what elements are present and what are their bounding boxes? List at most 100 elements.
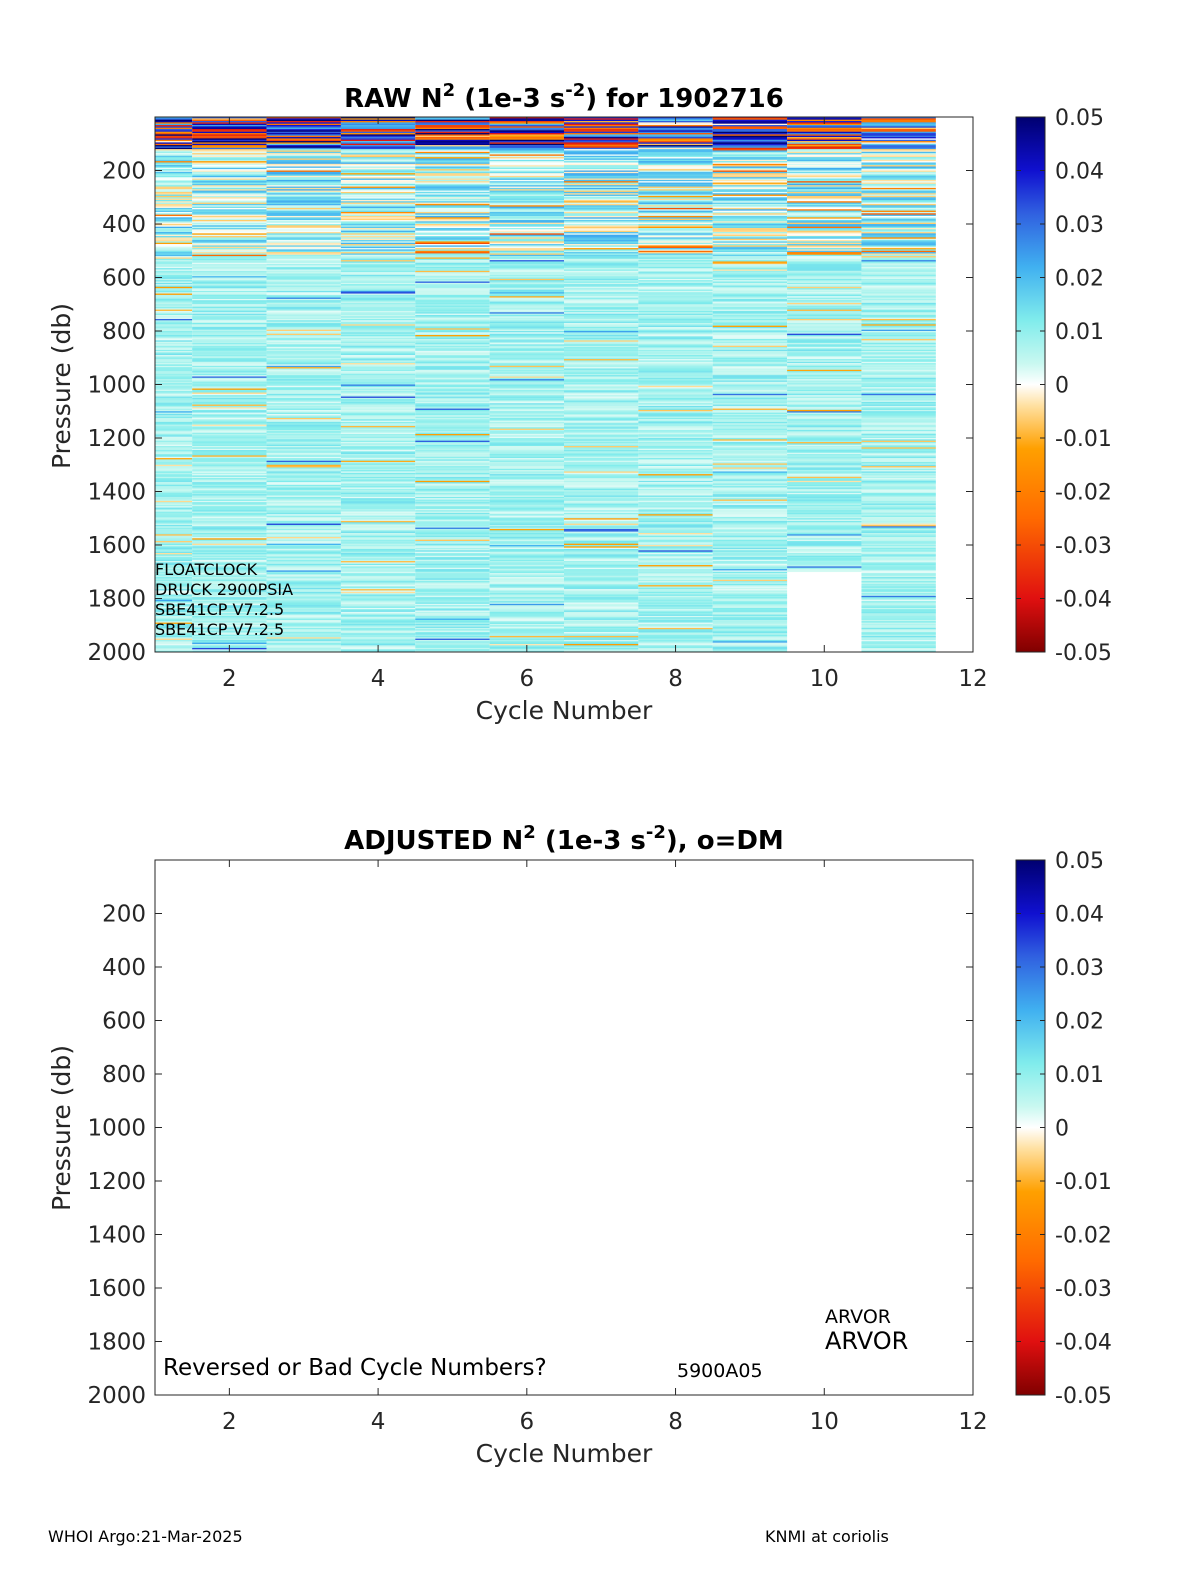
raw-heatmap-cell	[415, 372, 490, 375]
raw-heatmap-cell	[155, 281, 193, 284]
raw-heatmap-cell	[266, 413, 341, 416]
raw-heatmap-cell	[415, 329, 490, 332]
raw-heatmap-cell	[340, 360, 416, 363]
raw-heatmap-cell	[192, 241, 267, 244]
raw-heatmap-cell	[155, 138, 193, 141]
raw-heatmap-cell	[638, 139, 713, 142]
raw-y-tick-label: 2000	[87, 640, 146, 666]
raw-heatmap-cell	[712, 638, 788, 641]
raw-heatmap-cell	[712, 492, 788, 495]
raw-heatmap-cell	[415, 146, 490, 149]
raw-heatmap-cell	[340, 435, 416, 437]
raw-heatmap-cell	[489, 300, 564, 302]
raw-heatmap-cell	[340, 143, 416, 146]
raw-heatmap-cell	[266, 446, 341, 448]
raw-heatmap-cell	[489, 294, 564, 297]
raw-heatmap-cell	[266, 602, 341, 605]
raw-heatmap-cell	[861, 165, 936, 167]
raw-heatmap-cell	[638, 599, 713, 602]
raw-heatmap-cell	[192, 500, 267, 503]
raw-heatmap-cell	[489, 314, 564, 317]
raw-heatmap-cell	[564, 199, 639, 202]
raw-heatmap-cell	[787, 392, 862, 395]
raw-heatmap-cell	[340, 611, 416, 614]
raw-heatmap-cell	[340, 508, 416, 511]
raw-heatmap-cell	[638, 170, 713, 173]
raw-heatmap-cell	[564, 170, 639, 173]
raw-heatmap-cell	[266, 385, 341, 388]
raw-heatmap-cell	[787, 508, 862, 511]
raw-heatmap-cell	[712, 527, 788, 530]
raw-heatmap-cell	[638, 217, 713, 219]
raw-heatmap-cell	[340, 326, 416, 329]
raw-heatmap-cell	[564, 189, 639, 191]
raw-heatmap-cell	[861, 203, 936, 206]
raw-heatmap-cell	[712, 298, 788, 301]
raw-heatmap-cell	[415, 336, 490, 338]
raw-heatmap-cell	[564, 290, 639, 293]
raw-heatmap-cell	[415, 399, 490, 401]
raw-heatmap-cell	[638, 637, 713, 639]
raw-heatmap-cell	[192, 138, 267, 141]
raw-heatmap-cell	[489, 376, 564, 379]
raw-heatmap-cell	[489, 205, 564, 207]
raw-heatmap-cell	[192, 503, 267, 506]
raw-colorbar-tick-label: -0.03	[1055, 534, 1112, 559]
raw-heatmap-cell	[787, 490, 862, 492]
raw-heatmap-cell	[415, 413, 490, 416]
raw-heatmap-cell	[787, 491, 862, 494]
raw-heatmap-cell	[192, 210, 267, 213]
adjusted-colorbar-tick-label: -0.04	[1055, 1331, 1112, 1356]
raw-heatmap-cell	[489, 185, 564, 187]
raw-heatmap-cell	[415, 392, 490, 395]
raw-heatmap-cell	[712, 618, 788, 621]
raw-heatmap-cell	[155, 471, 193, 474]
raw-heatmap-cell	[489, 320, 564, 322]
raw-heatmap-cell	[155, 619, 193, 622]
raw-heatmap-cell	[415, 360, 490, 363]
raw-heatmap-cell	[638, 322, 713, 325]
raw-colorbar-tick-label: 0	[1055, 374, 1069, 399]
raw-heatmap-cell	[712, 631, 788, 634]
raw-heatmap-cell	[712, 393, 788, 396]
raw-heatmap-cell	[415, 591, 490, 594]
raw-heatmap-cell	[489, 189, 564, 191]
raw-heatmap-cell	[340, 305, 416, 308]
raw-heatmap-cell	[192, 261, 267, 264]
raw-heatmap-cell	[192, 523, 267, 526]
raw-heatmap-cell	[266, 282, 341, 285]
raw-heatmap-cell	[266, 335, 341, 337]
raw-heatmap-cell	[340, 573, 416, 575]
raw-heatmap-cell	[192, 463, 267, 466]
raw-heatmap-cell	[564, 474, 639, 476]
raw-heatmap-cell	[192, 472, 267, 475]
raw-heatmap-cell	[192, 258, 267, 261]
raw-heatmap-cell	[861, 138, 936, 141]
raw-heatmap-cell	[192, 433, 267, 436]
raw-heatmap-cell	[638, 444, 713, 447]
raw-heatmap-cell	[266, 367, 341, 369]
raw-heatmap-cell	[340, 565, 416, 567]
raw-heatmap-cell	[861, 507, 936, 510]
raw-heatmap-cell	[340, 631, 416, 634]
raw-heatmap-cell	[266, 550, 341, 552]
raw-heatmap-cell	[638, 141, 713, 143]
raw-heatmap-cell	[712, 228, 788, 230]
raw-heatmap-cell	[489, 181, 564, 183]
raw-heatmap-cell	[861, 135, 936, 138]
raw-heatmap-cell	[415, 607, 490, 610]
raw-heatmap-cell	[266, 384, 341, 387]
raw-heatmap-cell	[266, 526, 341, 528]
raw-heatmap-cell	[564, 167, 639, 170]
raw-heatmap-cell	[155, 181, 193, 183]
raw-heatmap-cell	[638, 425, 713, 428]
raw-heatmap-cell	[564, 436, 639, 439]
raw-heatmap-cell	[638, 595, 713, 598]
raw-heatmap-cell	[155, 412, 193, 415]
raw-heatmap-cell	[266, 159, 341, 162]
raw-heatmap-cell	[266, 538, 341, 540]
raw-heatmap-cell	[266, 345, 341, 348]
raw-heatmap-cell	[192, 494, 267, 496]
raw-heatmap-cell	[564, 528, 639, 531]
raw-heatmap-cell	[787, 561, 862, 563]
